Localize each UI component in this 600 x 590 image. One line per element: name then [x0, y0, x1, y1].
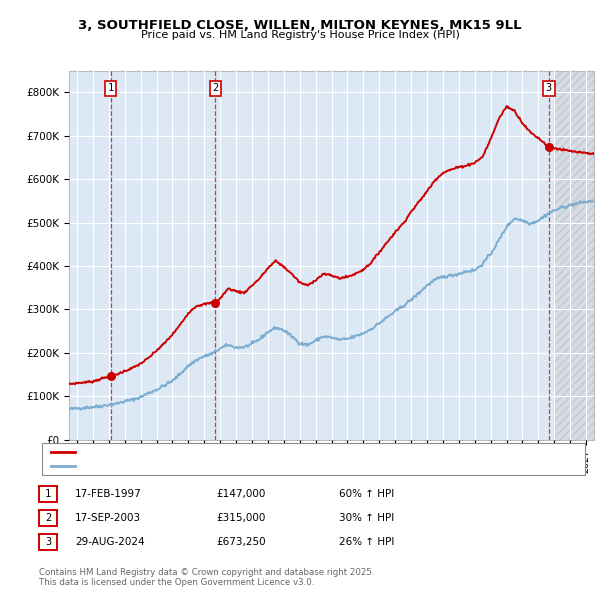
Text: 17-SEP-2003: 17-SEP-2003	[75, 513, 141, 523]
Text: 1: 1	[107, 83, 114, 93]
Text: £315,000: £315,000	[216, 513, 265, 523]
Bar	[554, 71, 594, 440]
Text: 30% ↑ HPI: 30% ↑ HPI	[339, 513, 394, 523]
Text: HPI: Average price, detached house, Milton Keynes: HPI: Average price, detached house, Milt…	[79, 461, 333, 471]
Text: 2: 2	[212, 83, 218, 93]
Text: 3: 3	[45, 537, 51, 547]
Text: 29-AUG-2024: 29-AUG-2024	[75, 537, 145, 547]
Text: 26% ↑ HPI: 26% ↑ HPI	[339, 537, 394, 547]
Text: Price paid vs. HM Land Registry's House Price Index (HPI): Price paid vs. HM Land Registry's House …	[140, 30, 460, 40]
Text: £673,250: £673,250	[216, 537, 266, 547]
Text: Contains HM Land Registry data © Crown copyright and database right 2025.
This d: Contains HM Land Registry data © Crown c…	[39, 568, 374, 587]
Text: 3: 3	[546, 83, 552, 93]
Text: £147,000: £147,000	[216, 489, 265, 499]
Text: 2: 2	[45, 513, 51, 523]
Text: 17-FEB-1997: 17-FEB-1997	[75, 489, 142, 499]
Bar	[554, 71, 594, 440]
Text: 3, SOUTHFIELD CLOSE, WILLEN, MILTON KEYNES, MK15 9LL: 3, SOUTHFIELD CLOSE, WILLEN, MILTON KEYN…	[78, 19, 522, 32]
Text: 1: 1	[45, 489, 51, 499]
Text: 3, SOUTHFIELD CLOSE, WILLEN, MILTON KEYNES, MK15 9LL (detached house): 3, SOUTHFIELD CLOSE, WILLEN, MILTON KEYN…	[79, 447, 464, 457]
Text: 60% ↑ HPI: 60% ↑ HPI	[339, 489, 394, 499]
